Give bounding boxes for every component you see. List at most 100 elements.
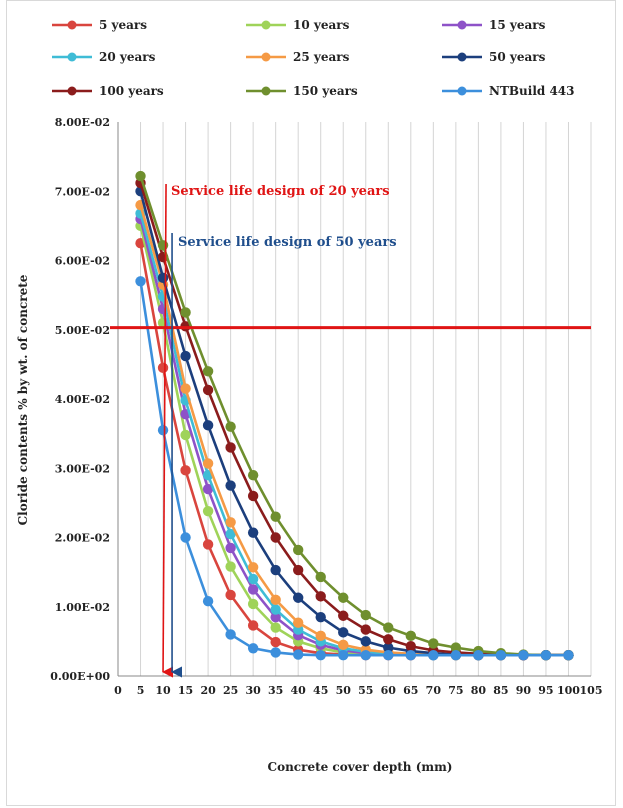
legend-label: 100 years xyxy=(99,84,164,98)
data-point xyxy=(225,517,236,528)
data-point xyxy=(247,573,259,585)
data-point xyxy=(247,469,259,481)
data-point xyxy=(180,350,191,362)
data-point xyxy=(247,490,259,502)
data-point xyxy=(292,617,304,628)
data-point xyxy=(202,420,214,431)
x-tick-label: 105 xyxy=(580,684,603,697)
data-point xyxy=(360,609,371,621)
data-point xyxy=(247,584,259,595)
legend-swatch-marker xyxy=(457,86,467,96)
series-line xyxy=(139,204,569,657)
data-point xyxy=(292,649,304,660)
data-point xyxy=(202,458,214,469)
data-point xyxy=(202,539,214,550)
data-point xyxy=(225,589,236,601)
data-point xyxy=(202,596,214,607)
data-point xyxy=(338,592,349,603)
series-25-years xyxy=(135,199,574,661)
data-point xyxy=(202,483,214,495)
y-tick-label: 4.00E-02 xyxy=(55,393,110,406)
data-point xyxy=(202,366,214,377)
legend-swatch-marker xyxy=(457,20,467,30)
data-point xyxy=(225,442,236,453)
legend-label: 20 years xyxy=(99,50,156,64)
annotations: Service life design of 20 years Service l… xyxy=(110,183,591,678)
data-point xyxy=(383,622,394,633)
data-point xyxy=(338,639,349,651)
legend-label: 50 years xyxy=(489,50,546,64)
data-point xyxy=(225,528,236,540)
data-point xyxy=(157,240,169,251)
grid xyxy=(140,122,592,676)
data-point xyxy=(270,532,281,543)
legend-swatch-marker xyxy=(457,52,467,62)
data-point xyxy=(247,527,259,538)
data-point xyxy=(270,622,281,633)
data-point xyxy=(292,592,304,603)
x-tick-label: 55 xyxy=(358,684,373,697)
y-tick-label: 8.00E-02 xyxy=(55,116,110,129)
data-point xyxy=(473,650,484,661)
data-point xyxy=(180,307,191,318)
x-tick-label: 80 xyxy=(471,684,487,697)
data-point xyxy=(495,650,507,661)
data-point xyxy=(428,638,439,649)
data-point xyxy=(225,421,236,432)
data-point xyxy=(315,571,326,583)
data-point xyxy=(180,465,191,476)
data-point xyxy=(270,636,281,648)
x-tick-label: 35 xyxy=(268,684,283,697)
data-point xyxy=(292,544,304,556)
y-tick-label: 6.00E-02 xyxy=(55,255,110,268)
legend-swatch-marker xyxy=(261,86,271,96)
data-point xyxy=(180,429,191,441)
x-tick-label: 40 xyxy=(291,684,307,697)
y-tick-label: 7.00E-02 xyxy=(55,185,110,198)
x-tick-label: 100 xyxy=(557,684,580,697)
data-point xyxy=(315,650,326,661)
data-point xyxy=(202,505,214,517)
legend-label: 150 years xyxy=(293,84,358,98)
legend-label: 5 years xyxy=(99,18,147,32)
legend-label: 25 years xyxy=(293,50,350,64)
x-tick-label: 70 xyxy=(426,684,442,697)
data-point xyxy=(338,610,349,621)
data-point xyxy=(450,642,462,653)
legend-item: 15 years xyxy=(442,18,546,32)
legend-label: NTBuild 443 xyxy=(489,84,575,98)
data-point xyxy=(202,384,214,396)
legend-label: 10 years xyxy=(293,18,350,32)
legend: 5 years 10 years 15 years 20 years 25 years 5… xyxy=(52,18,575,98)
x-tick-label: 10 xyxy=(155,684,171,697)
data-point xyxy=(360,636,371,647)
data-point xyxy=(563,650,574,661)
data-point xyxy=(360,624,371,635)
data-point xyxy=(270,564,281,576)
legend-swatch-marker xyxy=(67,20,77,30)
data-point xyxy=(383,634,394,645)
data-point xyxy=(383,650,394,661)
x-tick-label: 50 xyxy=(336,684,352,697)
data-point xyxy=(315,611,326,623)
data-point xyxy=(383,642,394,653)
x-tick-label: 45 xyxy=(313,684,328,697)
annotation-label: Service life design of 50 years xyxy=(178,235,396,250)
data-point xyxy=(338,650,349,661)
x-tick-label: 20 xyxy=(200,684,216,697)
data-point xyxy=(540,650,552,661)
data-point xyxy=(135,276,146,287)
data-point xyxy=(247,598,259,610)
data-point xyxy=(338,627,349,638)
y-tick-label: 0.00E+00 xyxy=(50,670,110,683)
data-point xyxy=(247,562,259,573)
y-tick-label: 1.00E-02 xyxy=(55,601,110,614)
series-20-years xyxy=(135,208,574,661)
data-point xyxy=(180,532,191,543)
legend-swatch-marker xyxy=(261,20,271,30)
legend-item: 25 years xyxy=(246,50,350,64)
y-tick-label: 5.00E-02 xyxy=(55,324,110,337)
legend-label: 15 years xyxy=(489,18,546,32)
series-50-years xyxy=(135,186,574,661)
